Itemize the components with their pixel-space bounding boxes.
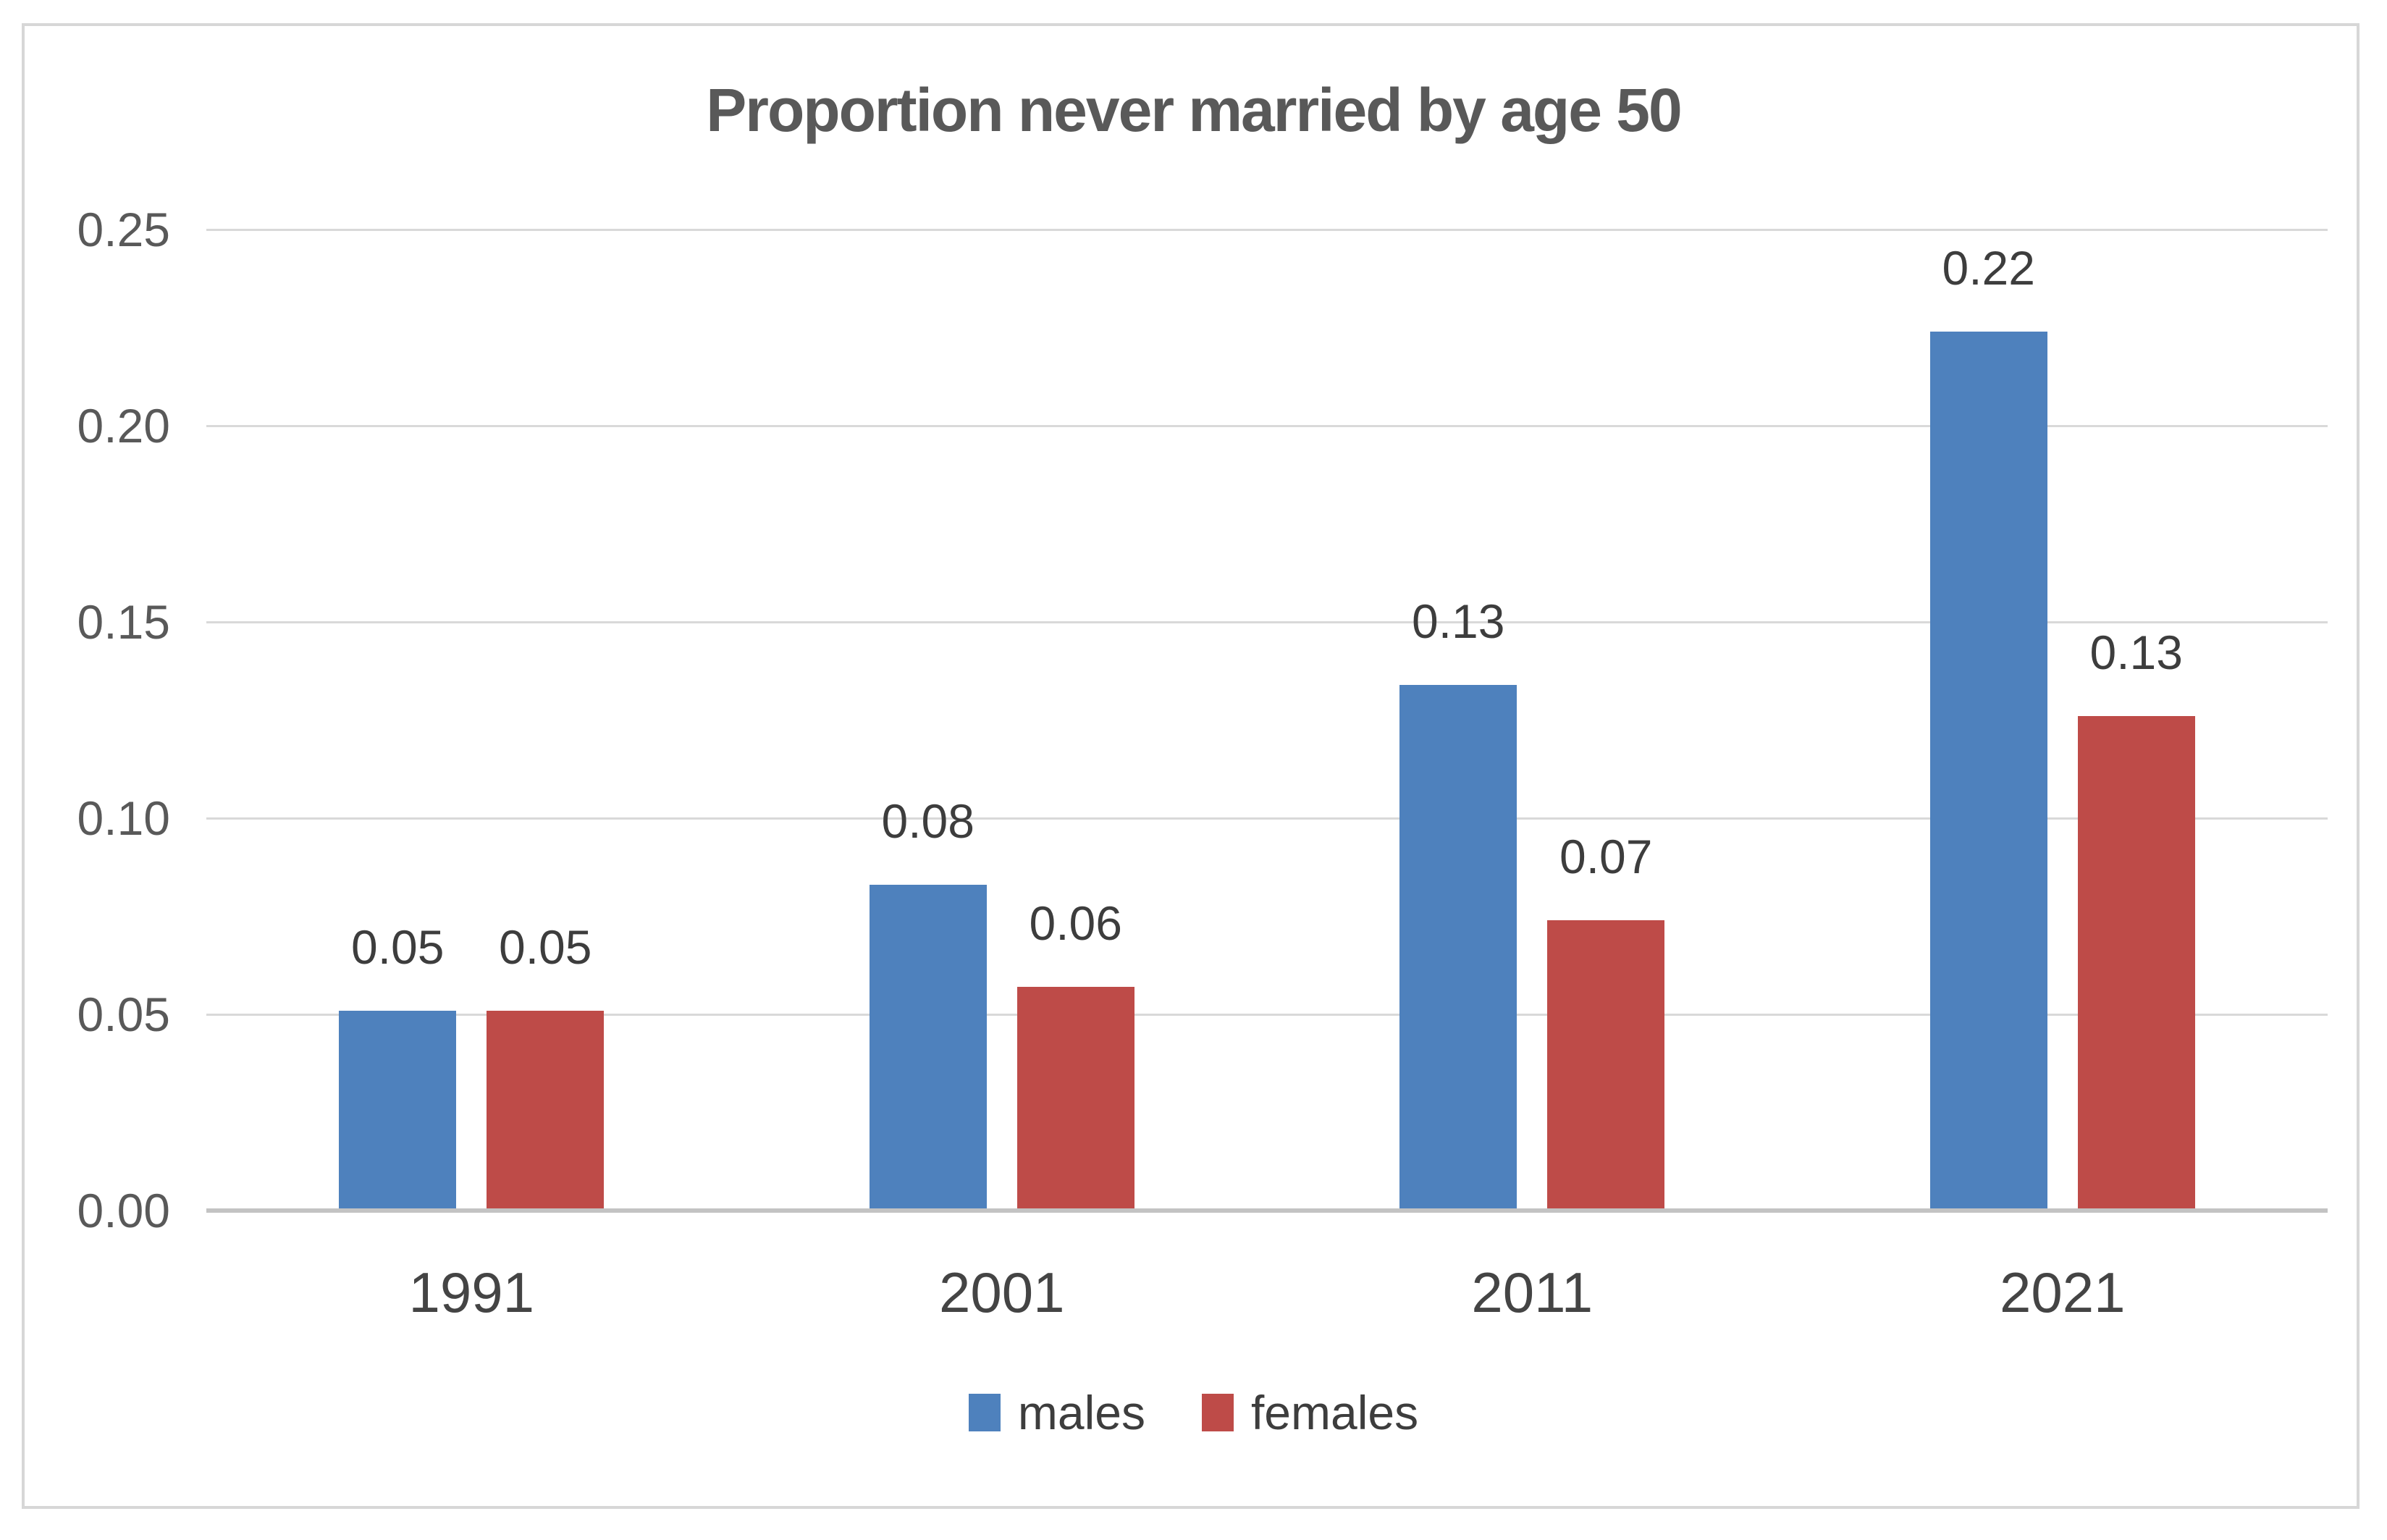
bar-males-2001 — [869, 885, 987, 1211]
x-tick-label-2011: 2011 — [1471, 1261, 1594, 1324]
bar-females-2001 — [1016, 987, 1134, 1211]
chart-legend: males females — [0, 1387, 2387, 1438]
y-tick-label: 0.20 — [77, 399, 170, 453]
y-tick-label: 0.25 — [77, 203, 170, 256]
bar-value-label-females-1991: 0.05 — [499, 920, 592, 974]
bar-value-label-males-1991: 0.05 — [351, 920, 445, 974]
bar-value-label-females-2011: 0.07 — [1559, 829, 1653, 883]
bar-value-label-males-2021: 0.22 — [1942, 240, 2035, 295]
gridline — [206, 1014, 2328, 1016]
gridline — [206, 817, 2328, 820]
bar-females-2011 — [1547, 920, 1665, 1211]
legend-swatch-males — [968, 1394, 1001, 1431]
x-axis-line — [206, 1208, 2328, 1213]
bar-value-label-females-2001: 0.06 — [1029, 896, 1122, 951]
legend-label-females: females — [1250, 1386, 1419, 1439]
bar-females-1991 — [487, 1010, 605, 1211]
bar-males-2021 — [1929, 331, 2047, 1211]
y-tick-label: 0.00 — [77, 1184, 170, 1237]
bar-value-label-females-2021: 0.13 — [2089, 626, 2183, 680]
x-tick-label-1991: 1991 — [408, 1261, 535, 1324]
y-tick-label: 0.10 — [77, 791, 170, 845]
bar-males-1991 — [339, 1010, 457, 1211]
bar-males-2011 — [1399, 684, 1517, 1211]
gridline — [206, 621, 2328, 623]
bar-value-label-males-2001: 0.08 — [881, 794, 974, 849]
gridline — [206, 229, 2328, 231]
bar-value-label-males-2011: 0.13 — [1412, 594, 1505, 648]
y-tick-label: 0.15 — [77, 595, 170, 649]
gridline — [206, 425, 2328, 427]
y-tick-label: 0.05 — [77, 988, 170, 1041]
legend-item-males: males — [968, 1386, 1145, 1439]
legend-swatch-females — [1201, 1394, 1234, 1431]
x-tick-label-2021: 2021 — [1999, 1261, 2126, 1324]
bar-females-2021 — [2077, 716, 2195, 1211]
legend-label-males: males — [1017, 1386, 1145, 1439]
chart-title: Proportion never married by age 50 — [706, 76, 1682, 144]
x-tick-label-2001: 2001 — [938, 1261, 1065, 1324]
legend-item-females: females — [1201, 1386, 1419, 1439]
